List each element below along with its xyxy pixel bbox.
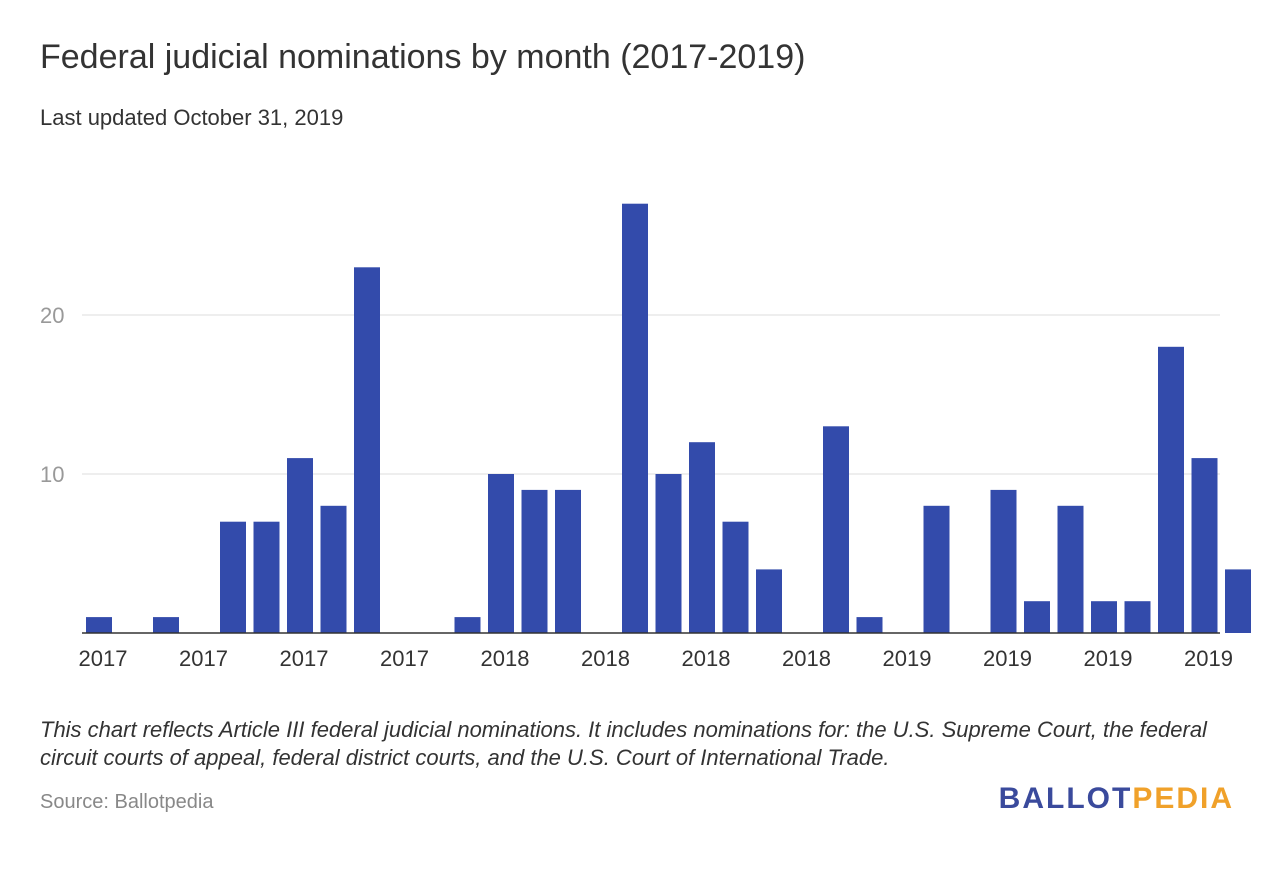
bar-29 [1057, 505, 1084, 633]
chart-note: This chart reflects Article III federal … [40, 717, 1207, 770]
source-label: Source: Ballotpedia [40, 791, 214, 813]
chart-title: Federal judicial nominations by month (2… [40, 38, 806, 76]
bar-11 [454, 617, 481, 633]
bar-23 [856, 617, 883, 633]
bar-20 [756, 569, 782, 633]
bar-4 [220, 521, 246, 633]
bar-31 [1124, 601, 1151, 633]
bar-5 [253, 521, 280, 633]
bar-16 [622, 203, 648, 633]
x-tick-label-4: 2018 [481, 646, 530, 671]
x-tick-label-10: 2019 [1084, 646, 1133, 671]
x-tick-label-9: 2019 [983, 646, 1032, 671]
gridlines [82, 314, 1220, 475]
x-tick-label-0: 2017 [79, 646, 128, 671]
bar-2 [153, 617, 179, 633]
y-tick-label-10: 10 [40, 462, 64, 487]
bar-13 [521, 489, 548, 633]
x-tick-label-11: 2019 [1184, 646, 1233, 671]
bar-6 [287, 458, 313, 633]
bar-34 [1225, 569, 1251, 633]
bar-32 [1158, 346, 1184, 633]
bar-18 [689, 442, 715, 633]
logo-part-pedia: PEDIA [1132, 782, 1234, 815]
bar-12 [488, 474, 514, 633]
x-tick-label-5: 2018 [581, 646, 630, 671]
bar-22 [823, 426, 849, 633]
bar-0 [86, 617, 112, 633]
bar-8 [354, 267, 380, 633]
logo-part-ballot: BALLOT [998, 782, 1133, 815]
bar-30 [1091, 601, 1117, 633]
bar-28 [1024, 601, 1050, 633]
x-tick-label-8: 2019 [883, 646, 932, 671]
x-tick-label-1: 2017 [179, 646, 228, 671]
x-tick-label-2: 2017 [280, 646, 329, 671]
bars [86, 203, 1251, 633]
bar-27 [990, 489, 1017, 633]
bar-17 [655, 474, 682, 633]
bar-33 [1191, 458, 1218, 633]
chart-subtitle: Last updated October 31, 2019 [40, 105, 344, 130]
bar-7 [320, 505, 347, 633]
bar-chart: 10 20 2017 2017 2017 2017 2018 2018 2018 2018 2019… [40, 203, 1251, 671]
bar-19 [722, 521, 749, 633]
x-tick-label-6: 2018 [682, 646, 731, 671]
bar-25 [923, 505, 950, 633]
ballotpedia-logo: BALLOTPEDIA [999, 782, 1234, 816]
x-tick-label-7: 2018 [782, 646, 831, 671]
y-tick-label-20: 20 [40, 303, 64, 328]
axes: 10 20 2017 2017 2017 2017 2018 2018 2018 2018 2019… [40, 303, 1233, 671]
bar-14 [555, 489, 581, 633]
x-tick-label-3: 2017 [380, 646, 429, 671]
